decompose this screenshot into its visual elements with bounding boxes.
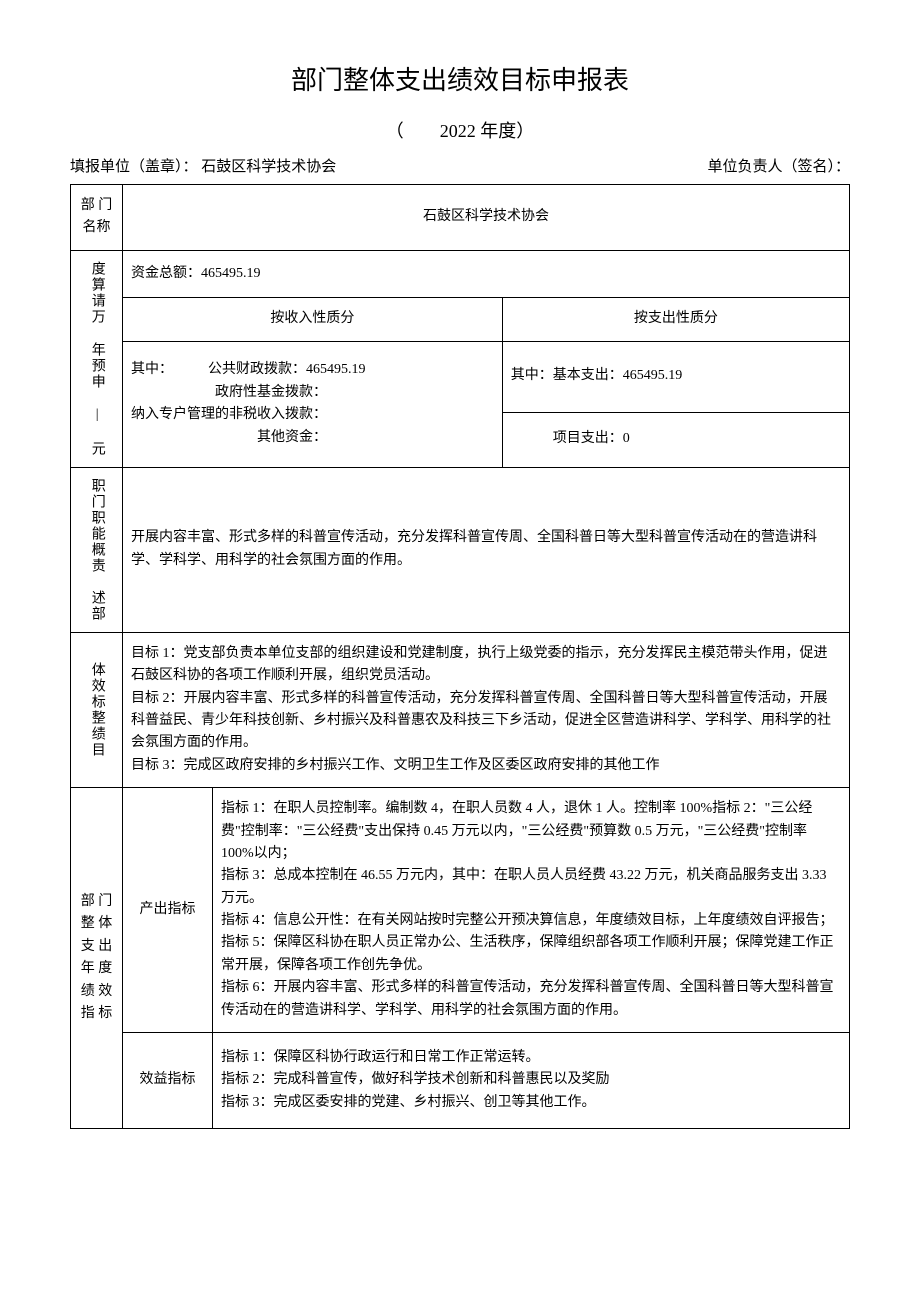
function-label: 职门职能概责 述部 — [71, 467, 123, 632]
header-row: 填报单位（盖章）： 石鼓区科学技术协会 单位负责人（签名）： — [70, 155, 850, 176]
budget-label: 度算请万 年预申 | 元 — [71, 250, 123, 467]
dept-name-label: 部 门名称 — [71, 185, 123, 251]
responsible-label: 单位负责人（签名）： — [707, 155, 850, 176]
main-table: 部 门名称 石鼓区科学技术协会 度算请万 年预申 | 元 资金总额：465495… — [70, 184, 850, 1129]
goals-label: 体效标整绩目 — [71, 632, 123, 787]
page-subtitle: （ 2022 年度） — [70, 117, 850, 143]
income-header: 按收入性质分 — [123, 298, 503, 341]
filing-unit-label: 填报单位（盖章）： — [70, 159, 198, 175]
indicators-label: 部 门整 体支 出年 度绩 效指 标 — [71, 788, 123, 1129]
dept-name-value: 石鼓区科学技术协会 — [123, 185, 850, 251]
output-label: 产出指标 — [123, 788, 213, 1033]
expense-basic: 其中：基本支出：465495.19 — [502, 341, 849, 412]
page-title: 部门整体支出绩效目标申报表 — [70, 60, 850, 97]
benefit-text: 指标 1：保障区科协行政运行和日常工作正常运转。 指标 2：完成科普宣传，做好科… — [213, 1033, 850, 1129]
function-text: 开展内容丰富、形式多样的科普宣传活动，充分发挥科普宣传周、全国科普日等大型科普宣… — [123, 467, 850, 632]
goals-text: 目标 1：党支部负责本单位支部的组织建设和党建制度，执行上级党委的指示，充分发挥… — [123, 632, 850, 787]
output-text: 指标 1：在职人员控制率。编制数 4，在职人员数 4 人，退休 1 人。控制率 … — [213, 788, 850, 1033]
income-detail: 其中： 公共财政拨款：465495.19 政府性基金拨款： 纳入专户管理的非税收… — [123, 341, 503, 467]
expense-header: 按支出性质分 — [502, 298, 849, 341]
benefit-label: 效益指标 — [123, 1033, 213, 1129]
expense-project: 项目支出：0 — [502, 412, 849, 467]
budget-total: 资金总额：465495.19 — [123, 250, 850, 297]
filing-unit-value: 石鼓区科学技术协会 — [201, 159, 336, 175]
